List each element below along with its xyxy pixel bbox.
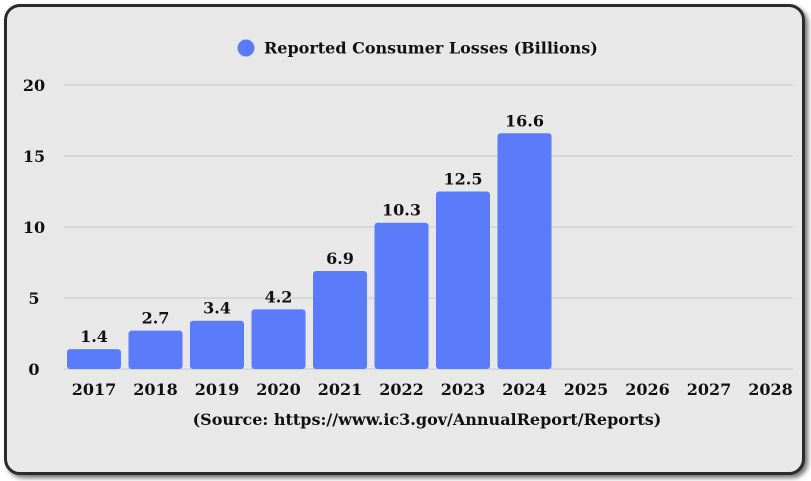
bar	[374, 222, 429, 369]
x-tick-label: 2018	[133, 380, 178, 399]
bar-value-label: 16.6	[505, 111, 544, 130]
bar-value-label: 6.9	[326, 249, 354, 268]
x-axis-source-label: (Source: https://www.ic3.gov/AnnualRepor…	[193, 410, 662, 429]
bar-value-label: 1.4	[80, 327, 108, 346]
bar	[251, 309, 306, 369]
y-axis-ticks: 0 5 10 15 20	[23, 76, 45, 379]
bar-value-label: 2.7	[142, 309, 170, 328]
x-tick-label: 2017	[72, 380, 117, 399]
bar-value-label: 12.5	[444, 170, 483, 189]
bar-value-label: 3.4	[203, 299, 231, 318]
x-tick-label: 2028	[748, 380, 793, 399]
x-tick-label: 2019	[195, 380, 240, 399]
x-tick-label: 2025	[564, 380, 609, 399]
x-tick-label: 2021	[318, 380, 363, 399]
x-tick-label: 2023	[441, 380, 486, 399]
y-tick-label: 10	[23, 218, 45, 237]
chart-card: 1.4 2.7 3.4 4.2 6.9 10.3 12.5 16.6 0 5 10 15 20 201…	[4, 4, 805, 475]
y-tick-label: 5	[28, 289, 39, 308]
y-tick-label: 0	[28, 360, 39, 379]
bar-chart: 1.4 2.7 3.4 4.2 6.9 10.3 12.5 16.6 0 5 10 15 20 201…	[23, 39, 793, 429]
bar-value-label: 10.3	[382, 201, 421, 220]
bar-value-label: 4.2	[265, 287, 293, 306]
x-tick-label: 2020	[256, 380, 301, 399]
bar	[497, 133, 552, 369]
bar	[128, 330, 183, 369]
value-labels: 1.4 2.7 3.4 4.2 6.9 10.3 12.5 16.6	[80, 111, 544, 346]
legend: Reported Consumer Losses (Billions)	[237, 39, 598, 58]
legend-swatch-icon	[237, 39, 255, 57]
legend-label: Reported Consumer Losses (Billions)	[264, 39, 598, 58]
x-tick-label: 2026	[625, 380, 670, 399]
x-tick-label: 2022	[379, 380, 424, 399]
bar	[190, 320, 244, 369]
x-tick-label: 2027	[687, 380, 732, 399]
x-tick-label: 2024	[502, 380, 547, 399]
y-tick-label: 15	[23, 147, 45, 166]
x-axis-ticks: 2017 2018 2019 2020 2021 2022 2023 2024 2025 2026…	[72, 380, 793, 399]
bar	[313, 271, 367, 369]
bar	[67, 349, 121, 369]
bars	[67, 133, 552, 369]
y-tick-label: 20	[23, 76, 45, 95]
bar	[436, 191, 490, 369]
